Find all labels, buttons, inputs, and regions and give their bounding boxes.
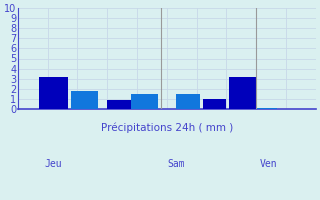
Text: Sam: Sam (167, 159, 185, 169)
Text: Jeu: Jeu (45, 159, 62, 169)
Bar (256, 108, 277, 109)
Bar (203, 99, 227, 109)
Text: Ven: Ven (259, 159, 277, 169)
Bar (176, 94, 200, 109)
Bar (229, 77, 256, 109)
Bar (71, 91, 98, 109)
Bar (39, 77, 68, 109)
Bar (107, 100, 131, 109)
Bar (131, 94, 158, 109)
X-axis label: Précipitations 24h ( mm ): Précipitations 24h ( mm ) (101, 123, 233, 133)
